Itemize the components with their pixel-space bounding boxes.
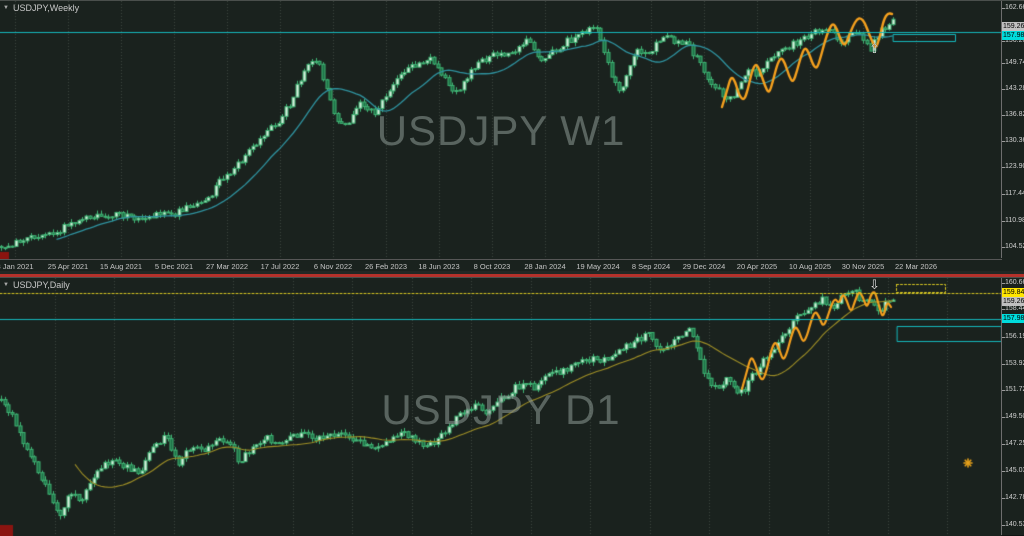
price-tick: 156.19	[1002, 333, 1024, 341]
tick-mark	[1002, 416, 1005, 418]
price-tick: 149.50	[1002, 413, 1024, 421]
price-tick: 145.03	[1002, 467, 1024, 475]
daily-chart-canvas[interactable]	[0, 278, 1002, 536]
tick-mark	[1002, 220, 1005, 222]
tick-mark	[1002, 166, 1005, 168]
daily-chart-window: USDJPY D1 ▼ USDJPY,Daily 160.66158.44156…	[0, 277, 1024, 536]
date-label: 3 Jan 2021	[0, 262, 34, 271]
price-tick: 130.36	[1002, 137, 1024, 145]
date-label: 19 May 2024	[576, 262, 620, 271]
tick-mark	[1002, 336, 1005, 338]
daily-title-label: USDJPY,Daily	[12, 280, 70, 290]
tick-mark	[1002, 140, 1005, 142]
date-label: 18 Jun 2023	[418, 262, 460, 271]
daily-axis-separator	[1001, 278, 1002, 535]
weekly-axis-separator	[1001, 1, 1002, 258]
price-tick: 140.53	[1002, 521, 1024, 529]
bid-price-badge: 159.26	[1002, 22, 1024, 31]
date-label: 28 Jan 2024	[524, 262, 566, 271]
tick-mark	[1002, 443, 1005, 445]
price-tick: 147.25	[1002, 440, 1024, 448]
date-label: 27 Mar 2022	[205, 262, 249, 271]
price-tick: 153.92	[1002, 360, 1024, 368]
weekly-date-axis[interactable]: 3 Jan 2021 25 Apr 2021 15 Aug 2021 5 Dec 20…	[0, 259, 1024, 273]
date-label: 29 Dec 2024	[682, 262, 726, 271]
tick-mark	[1002, 88, 1005, 90]
date-label: 22 Mar 2026	[894, 262, 938, 271]
tick-mark	[1002, 193, 1005, 195]
tick-mark	[1002, 497, 1005, 499]
price-tick: 149.74	[1002, 59, 1024, 67]
date-label: 8 Oct 2023	[473, 262, 511, 271]
tick-mark	[1002, 282, 1005, 284]
chevron-down-icon[interactable]: ▼	[3, 281, 9, 288]
tick-mark	[1002, 470, 1005, 472]
line-price-badge: 157.98	[1002, 31, 1024, 40]
tick-mark	[1002, 114, 1005, 116]
weekly-chart-window: USDJPY W1 ▼ USDJPY,Weekly 162.66156.2014…	[0, 0, 1024, 273]
chevron-down-icon[interactable]: ▼	[3, 4, 9, 11]
price-tick: 136.82	[1002, 111, 1024, 119]
price-tick: 162.66	[1002, 4, 1024, 12]
daily-chart-title[interactable]: ▼ USDJPY,Daily	[3, 280, 70, 290]
tick-mark	[1002, 363, 1005, 365]
date-label: 25 Apr 2021	[47, 262, 89, 271]
tick-mark	[1002, 62, 1005, 64]
weekly-chart-canvas[interactable]	[0, 1, 1002, 259]
weekly-chart-title[interactable]: ▼ USDJPY,Weekly	[3, 3, 79, 13]
price-tick: 123.90	[1002, 163, 1024, 171]
price-tick: 151.72	[1002, 386, 1024, 394]
price-tick: 117.44	[1002, 190, 1024, 198]
price-tick: 158.44	[1002, 305, 1024, 313]
price-tick: 104.52	[1002, 243, 1024, 251]
bid-price-badge: 159.26	[1002, 297, 1024, 306]
date-label: 15 Aug 2021	[99, 262, 143, 271]
date-label: 10 Aug 2025	[788, 262, 832, 271]
tick-mark	[1002, 7, 1005, 9]
up-arrow-icon: ⇧	[869, 42, 880, 57]
date-label: 6 Nov 2022	[313, 262, 353, 271]
price-tick: 142.78	[1002, 494, 1024, 502]
price-tick: 110.98	[1002, 217, 1024, 225]
tick-mark	[1002, 308, 1005, 310]
price-tick: 160.66	[1002, 279, 1024, 287]
alert-price-badge: 159.84	[1002, 288, 1024, 297]
date-label: 26 Feb 2023	[364, 262, 408, 271]
price-tick: 143.28	[1002, 85, 1024, 93]
line-price-badge: 157.98	[1002, 314, 1024, 323]
tick-mark	[1002, 389, 1005, 391]
window-divider[interactable]	[0, 271, 1024, 277]
date-label: 5 Dec 2021	[154, 262, 194, 271]
tick-mark	[1002, 40, 1005, 42]
date-label: 30 Nov 2025	[841, 262, 885, 271]
active-window-red-border	[0, 274, 1024, 277]
down-arrow-icon: ⇩	[869, 278, 880, 293]
daily-price-axis[interactable]: 160.66 158.44 156.19 153.92 151.72 149.50 147.…	[1002, 278, 1024, 535]
price-tick: 156.20	[1002, 37, 1024, 45]
date-label: 17 Jul 2022	[260, 262, 300, 271]
tick-mark	[1002, 246, 1005, 248]
tick-mark	[1002, 524, 1005, 526]
date-label: 8 Sep 2024	[631, 262, 671, 271]
weekly-title-label: USDJPY,Weekly	[12, 3, 80, 13]
weekly-price-axis[interactable]: 162.66 156.20 149.74 143.28 136.82 130.36 123.…	[1002, 1, 1024, 271]
date-label: 20 Apr 2025	[736, 262, 778, 271]
